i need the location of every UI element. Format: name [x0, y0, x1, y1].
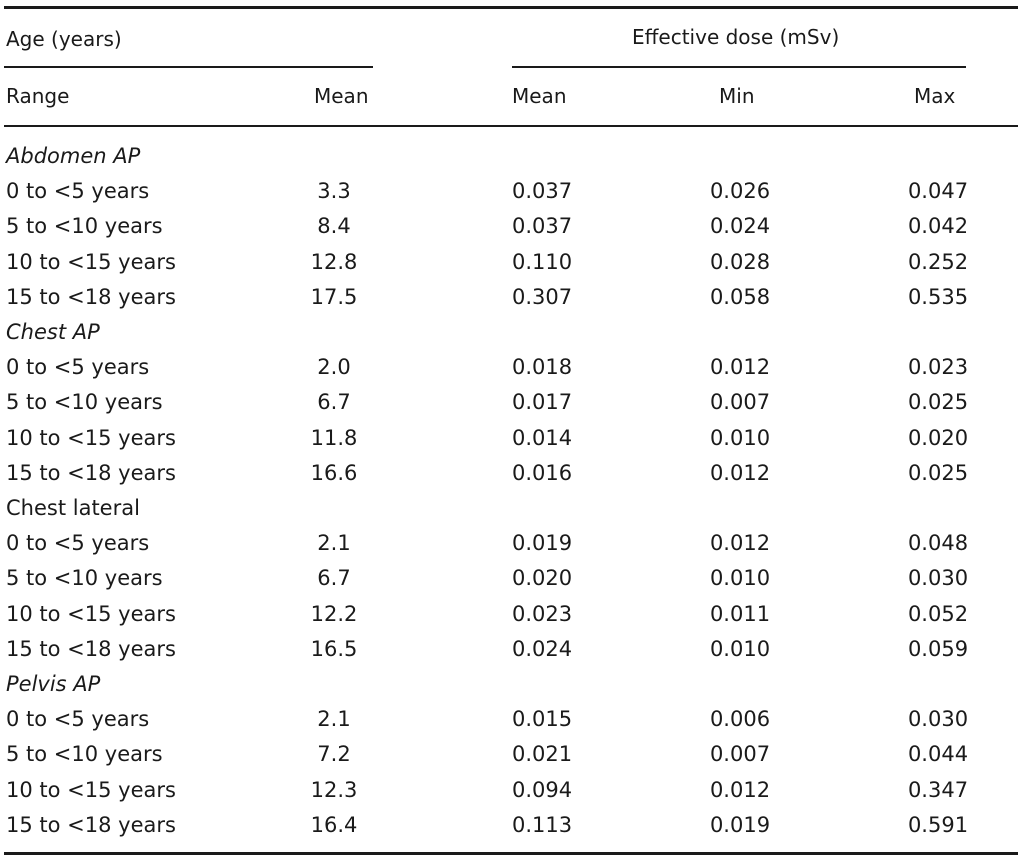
age-group-rule: [4, 66, 373, 68]
dose-min-cell: 0.012: [709, 531, 771, 556]
range-cell: 10 to <15 years: [6, 249, 176, 274]
group-title: Abdomen AP: [6, 144, 141, 168]
range-cell: 10 to <15 years: [6, 777, 176, 802]
dose-min-cell: 0.007: [709, 390, 771, 415]
dose-min-cell: 0.007: [709, 742, 771, 767]
dose-min-cell: 0.019: [709, 812, 771, 837]
dose-max-cell: 0.535: [907, 284, 969, 309]
dose-max-cell: 0.047: [907, 179, 969, 204]
range-cell: 15 to <18 years: [6, 812, 176, 837]
header-bottom-rule: [4, 125, 1018, 127]
min-column-header: Min: [719, 84, 755, 108]
dose-max-cell: 0.044: [907, 742, 969, 767]
dose-mean-cell: 0.113: [512, 812, 573, 837]
dose-min-cell: 0.012: [709, 460, 771, 485]
age-mean-cell: 6.7: [317, 390, 351, 415]
range-cell: 0 to <5 years: [6, 179, 150, 204]
dose-group-rule: [512, 66, 966, 68]
age-mean-column-header: Mean: [314, 84, 369, 108]
dose-max-cell: 0.252: [907, 249, 969, 274]
age-mean-cell: 16.4: [310, 812, 358, 837]
dose-group-header: Effective dose (mSv): [632, 25, 840, 49]
age-mean-cell: 7.2: [317, 742, 351, 767]
age-mean-cell: 16.6: [310, 460, 358, 485]
dose-min-cell: 0.010: [709, 636, 771, 661]
age-mean-cell: 11.8: [310, 425, 358, 450]
age-mean-cell: 2.1: [317, 707, 351, 732]
range-cell: 0 to <5 years: [6, 707, 150, 732]
dose-max-cell: 0.030: [907, 566, 969, 591]
age-mean-cell: 6.7: [317, 566, 351, 591]
max-column-header: Max: [914, 84, 956, 108]
dose-mean-column-header: Mean: [512, 84, 567, 108]
dose-min-cell: 0.006: [709, 707, 771, 732]
dose-max-cell: 0.052: [907, 601, 969, 626]
dose-max-cell: 0.059: [907, 636, 969, 661]
dose-mean-cell: 0.014: [512, 425, 573, 450]
dose-min-cell: 0.012: [709, 777, 771, 802]
range-cell: 0 to <5 years: [6, 355, 150, 380]
range-column-header: Range: [6, 84, 70, 108]
dose-max-cell: 0.048: [907, 531, 969, 556]
range-cell: 15 to <18 years: [6, 636, 176, 661]
dose-max-cell: 0.025: [907, 460, 969, 485]
dose-mean-cell: 0.110: [512, 249, 573, 274]
age-group-header: Age (years): [6, 27, 122, 51]
dose-mean-cell: 0.023: [512, 601, 573, 626]
group-title: Pelvis AP: [6, 672, 101, 696]
dose-max-cell: 0.025: [907, 390, 969, 415]
dose-min-cell: 0.011: [709, 601, 771, 626]
dose-min-cell: 0.058: [709, 284, 771, 309]
age-mean-cell: 16.5: [310, 636, 358, 661]
range-cell: 15 to <18 years: [6, 460, 176, 485]
dose-min-cell: 0.010: [709, 566, 771, 591]
dose-min-cell: 0.012: [709, 355, 771, 380]
range-cell: 10 to <15 years: [6, 601, 176, 626]
dose-min-cell: 0.026: [709, 179, 771, 204]
dose-mean-cell: 0.018: [512, 355, 573, 380]
age-mean-cell: 2.1: [317, 531, 351, 556]
dose-max-cell: 0.591: [907, 812, 969, 837]
dose-mean-cell: 0.307: [512, 284, 573, 309]
dose-mean-cell: 0.037: [512, 179, 573, 204]
dose-max-cell: 0.020: [907, 425, 969, 450]
dose-max-cell: 0.030: [907, 707, 969, 732]
dose-mean-cell: 0.020: [512, 566, 573, 591]
dose-min-cell: 0.028: [709, 249, 771, 274]
dose-mean-cell: 0.019: [512, 531, 573, 556]
range-cell: 15 to <18 years: [6, 284, 176, 309]
group-title: Chest AP: [6, 320, 100, 344]
age-mean-cell: 12.3: [310, 777, 358, 802]
age-mean-cell: 2.0: [317, 355, 351, 380]
table-bottom-rule: [4, 852, 1018, 855]
dose-mean-cell: 0.024: [512, 636, 573, 661]
table-top-rule: [4, 6, 1018, 9]
dose-max-cell: 0.042: [907, 214, 969, 239]
age-mean-cell: 17.5: [310, 284, 358, 309]
range-cell: 5 to <10 years: [6, 390, 163, 415]
range-cell: 5 to <10 years: [6, 566, 163, 591]
dose-mean-cell: 0.037: [512, 214, 573, 239]
dose-mean-cell: 0.021: [512, 742, 573, 767]
dose-min-cell: 0.024: [709, 214, 771, 239]
dose-mean-cell: 0.015: [512, 707, 573, 732]
age-mean-cell: 8.4: [317, 214, 351, 239]
age-mean-cell: 12.2: [310, 601, 358, 626]
range-cell: 5 to <10 years: [6, 214, 163, 239]
dose-min-cell: 0.010: [709, 425, 771, 450]
range-cell: 5 to <10 years: [6, 742, 163, 767]
range-cell: 10 to <15 years: [6, 425, 176, 450]
dose-mean-cell: 0.017: [512, 390, 573, 415]
dose-max-cell: 0.023: [907, 355, 969, 380]
age-mean-cell: 12.8: [310, 249, 358, 274]
range-cell: 0 to <5 years: [6, 531, 150, 556]
age-mean-cell: 3.3: [317, 179, 351, 204]
dose-mean-cell: 0.016: [512, 460, 573, 485]
dose-max-cell: 0.347: [907, 777, 969, 802]
group-title: Chest lateral: [6, 496, 140, 520]
dose-mean-cell: 0.094: [512, 777, 573, 802]
